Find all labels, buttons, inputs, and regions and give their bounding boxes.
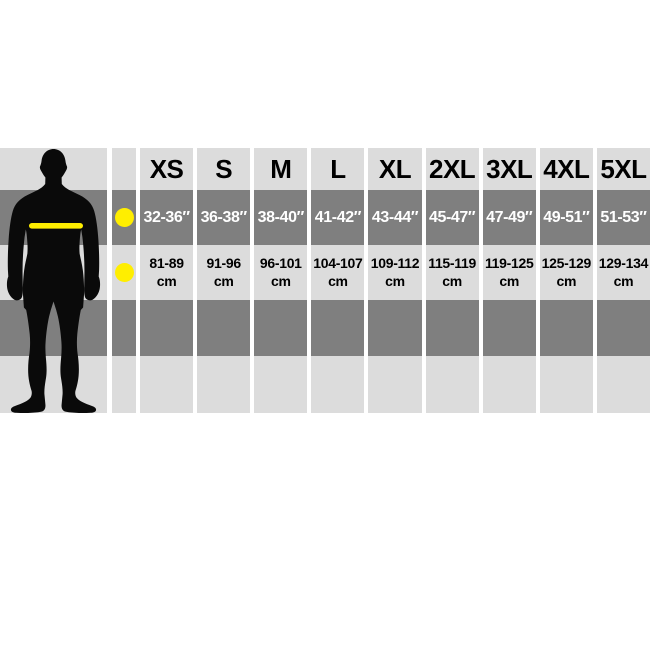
marker-spacer-bottom <box>112 356 136 413</box>
row-spacer-dark <box>539 300 593 356</box>
size-label: 5XL <box>600 153 647 184</box>
chest-inches-value: 41-42″ <box>311 190 365 245</box>
chest-cm-value: 81-89 cm <box>140 245 194 300</box>
size-label: L <box>330 153 346 184</box>
row-spacer-light <box>311 356 365 413</box>
cm-unit-label: cm <box>613 272 634 289</box>
row-spacer-light <box>368 356 422 413</box>
size-label: S <box>215 153 233 184</box>
row-spacer-dark <box>482 300 536 356</box>
chest-cm-value: 109-112 cm <box>368 245 422 300</box>
row-spacer-dark <box>140 300 194 356</box>
size-header: 4XL <box>539 148 593 190</box>
cm-unit-label: cm <box>442 272 462 289</box>
row-spacer-dark <box>311 300 365 356</box>
marker-cell-inches <box>112 190 136 245</box>
row-spacer-dark <box>596 300 650 356</box>
chest-inches-value: 36-38″ <box>197 190 251 245</box>
cm-unit-label: cm <box>556 272 577 289</box>
size-column-2xl: 2XL 45-47″ 115-119 cm <box>425 148 479 413</box>
row-spacer-light <box>140 356 194 413</box>
cm-unit-label: cm <box>328 272 348 289</box>
size-header: 3XL <box>482 148 536 190</box>
cm-unit-label: cm <box>213 272 234 289</box>
cm-unit-label: cm <box>270 272 291 289</box>
chest-cm-value: 119-125 cm <box>482 245 536 300</box>
figure-stripe-4 <box>0 300 107 356</box>
size-header: S <box>197 148 251 190</box>
row-spacer-light <box>425 356 479 413</box>
chest-cm-value: 104-107 cm <box>311 245 365 300</box>
row-spacer-light <box>482 356 536 413</box>
chest-inches-value: 51-53″ <box>596 190 650 245</box>
chest-cm-value: 91-96 cm <box>197 245 251 300</box>
row-spacer-dark <box>368 300 422 356</box>
figure-stripe-5 <box>0 356 107 413</box>
marker-spacer-dark <box>112 300 136 356</box>
row-spacer-light <box>596 356 650 413</box>
size-header: 2XL <box>425 148 479 190</box>
chest-inches-value: 32-36″ <box>140 190 194 245</box>
size-column-5xl: 5XL 51-53″ 129-134 cm <box>596 148 650 413</box>
size-header: XS <box>140 148 194 190</box>
size-header: 5XL <box>596 148 650 190</box>
size-label: 3XL <box>486 153 533 184</box>
row-spacer-dark <box>197 300 251 356</box>
size-chart-table: XS 32-36″ 81-89 cm S 36-38″ 91-96 cm M 38-… <box>0 148 650 413</box>
male-silhouette-icon <box>6 149 101 413</box>
row-spacer-light <box>254 356 308 413</box>
row-spacer-dark <box>254 300 308 356</box>
cm-unit-label: cm <box>156 272 177 289</box>
cm-unit-label: cm <box>385 272 405 289</box>
size-column-l: L 41-42″ 104-107 cm <box>311 148 365 413</box>
chest-inches-value: 45-47″ <box>425 190 479 245</box>
yellow-dot-icon <box>114 208 134 227</box>
cm-unit-label: cm <box>499 272 520 289</box>
chest-cm-value: 115-119 cm <box>425 245 479 300</box>
row-spacer-light <box>197 356 251 413</box>
chest-inches-value: 49-51″ <box>539 190 593 245</box>
row-spacer-dark <box>425 300 479 356</box>
size-column-m: M 38-40″ 96-101 cm <box>254 148 308 413</box>
size-label: M <box>270 153 292 184</box>
size-header: L <box>311 148 365 190</box>
chest-inches-value: 38-40″ <box>254 190 308 245</box>
size-label: XS <box>149 153 184 184</box>
size-label: XL <box>378 153 412 184</box>
marker-spacer-top <box>112 148 136 190</box>
marker-cell-cm <box>112 245 136 300</box>
chest-inches-value: 47-49″ <box>482 190 536 245</box>
yellow-dot-icon <box>114 263 134 282</box>
size-column-4xl: 4XL 49-51″ 125-129 cm <box>539 148 593 413</box>
size-label: 2XL <box>429 153 476 184</box>
chest-highlight-band <box>29 223 83 229</box>
size-label: 4XL <box>543 153 590 184</box>
size-column-s: S 36-38″ 91-96 cm <box>197 148 251 413</box>
figure-column <box>0 148 107 413</box>
size-column-xl: XL 43-44″ 109-112 cm <box>368 148 422 413</box>
row-spacer-light <box>539 356 593 413</box>
size-column-3xl: 3XL 47-49″ 119-125 cm <box>482 148 536 413</box>
chest-cm-value: 129-134 cm <box>596 245 650 300</box>
chest-cm-value: 96-101 cm <box>254 245 308 300</box>
marker-column <box>112 148 136 413</box>
chest-cm-value: 125-129 cm <box>539 245 593 300</box>
size-header: XL <box>368 148 422 190</box>
size-header: M <box>254 148 308 190</box>
size-column-xs: XS 32-36″ 81-89 cm <box>140 148 194 413</box>
chest-inches-value: 43-44″ <box>368 190 422 245</box>
